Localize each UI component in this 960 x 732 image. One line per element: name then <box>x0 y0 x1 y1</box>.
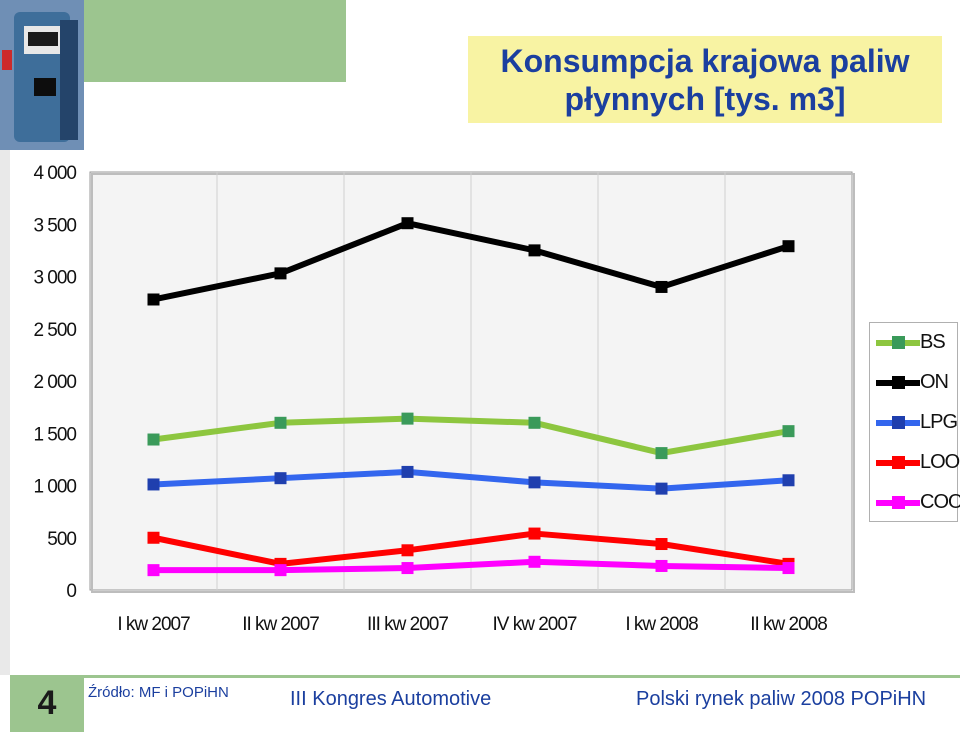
slide-number: 4 <box>37 684 57 722</box>
series-bs <box>147 412 795 460</box>
data-point-lpg <box>274 472 287 485</box>
legend-item-bs: BS <box>870 323 959 363</box>
legend-label: BS <box>920 331 946 353</box>
x-tick-label: IV kw 2007 <box>493 614 577 635</box>
legend-label: ON <box>920 371 949 393</box>
legend-swatch <box>876 496 920 509</box>
footer-report-name: Polski rynek paliw 2008 POPiHN <box>636 688 927 710</box>
plot-shadow <box>91 173 855 593</box>
legend-marker <box>892 456 905 469</box>
x-tick-label: II kw 2008 <box>750 614 827 635</box>
data-point-coo <box>274 564 287 577</box>
data-point-loo <box>147 531 160 544</box>
data-point-bs <box>655 447 668 460</box>
series-line-bs <box>153 415 790 457</box>
data-point-bs <box>782 425 795 438</box>
legend-label: COO <box>920 491 960 513</box>
legend-label: LOO <box>920 451 960 473</box>
y-tick-label: 2 000 <box>33 372 76 393</box>
data-point-coo <box>147 564 160 577</box>
y-tick-label: 1 000 <box>33 477 76 498</box>
data-point-on <box>147 293 160 306</box>
series-on <box>147 217 795 306</box>
decorative-side-strip <box>0 0 10 675</box>
data-point-on <box>274 267 287 280</box>
slide-title-line-2: płynnych [tys. m3] <box>564 81 846 117</box>
data-point-lpg <box>401 465 414 478</box>
legend-marker <box>892 496 905 509</box>
y-axis: 0 500 1 000 1 500 2 000 2 500 3 000 3 500 4 000 <box>33 163 77 602</box>
data-point-lpg <box>782 474 795 487</box>
footer-divider <box>84 675 960 678</box>
y-tick-label: 4 000 <box>33 163 76 184</box>
data-point-on <box>655 280 668 293</box>
legend-item-coo: COO <box>870 483 960 523</box>
data-point-coo <box>528 555 541 568</box>
series-lpg <box>147 465 795 495</box>
y-tick-label: 3 000 <box>33 268 76 289</box>
x-tick-label: I kw 2008 <box>625 614 698 635</box>
data-point-lpg <box>147 478 160 491</box>
x-tick-label: I kw 2007 <box>117 614 190 635</box>
y-tick-label: 500 <box>47 529 76 550</box>
legend-swatch <box>876 456 920 469</box>
slide-title: Konsumpcja krajowa paliw płynnych [tys. … <box>468 36 942 123</box>
y-tick-label: 0 <box>66 581 76 602</box>
y-tick-label: 1 500 <box>33 424 76 445</box>
legend-marker <box>892 416 905 429</box>
data-point-bs <box>401 412 414 425</box>
x-axis: I kw 2007 II kw 2007 III kw 2007 IV kw 2007… <box>117 614 828 635</box>
series-line-lpg <box>153 468 789 492</box>
data-point-loo <box>655 538 668 551</box>
series-line-coo <box>153 558 789 574</box>
legend-swatch <box>876 416 920 429</box>
x-tick-label: II kw 2007 <box>242 614 319 635</box>
fuel-pump-photo <box>0 0 84 150</box>
slide-title-line-1: Konsumpcja krajowa paliw <box>500 43 910 79</box>
data-point-coo <box>782 562 795 575</box>
series-line-loo <box>152 530 789 567</box>
data-point-lpg <box>528 476 541 489</box>
legend-swatch <box>876 336 920 349</box>
footer-event-name: III Kongres Automotive <box>290 688 492 710</box>
data-point-coo <box>401 562 414 575</box>
footer-number-block <box>10 675 84 732</box>
data-point-bs <box>274 416 287 429</box>
data-point-bs <box>147 433 160 446</box>
y-tick-label: 2 500 <box>33 320 76 341</box>
data-point-loo <box>528 527 541 540</box>
chart-series <box>147 217 795 577</box>
legend-marker <box>892 376 905 389</box>
data-point-loo <box>401 544 414 557</box>
series-coo <box>147 555 795 577</box>
data-point-on <box>401 217 414 230</box>
decorative-header-bar <box>84 0 346 82</box>
data-point-on <box>782 240 795 253</box>
legend-item-on: ON <box>870 363 959 403</box>
legend-marker <box>892 336 905 349</box>
data-point-bs <box>528 416 541 429</box>
legend-item-loo: LOO <box>870 443 960 483</box>
y-tick-label: 3 500 <box>33 215 76 236</box>
data-point-coo <box>655 559 668 572</box>
series-line-on <box>152 220 790 303</box>
legend-item-lpg: LPG <box>870 403 959 443</box>
x-tick-label: III kw 2007 <box>367 614 448 635</box>
source-note: Źródło: MF i POPiHN <box>88 684 229 701</box>
chart-grid <box>216 172 726 590</box>
data-point-on <box>528 244 541 257</box>
chart-legend: BS ON LPG LOO COO <box>869 322 960 523</box>
data-point-lpg <box>655 482 668 495</box>
legend-swatch <box>876 376 920 389</box>
legend-label: LPG <box>920 411 958 433</box>
